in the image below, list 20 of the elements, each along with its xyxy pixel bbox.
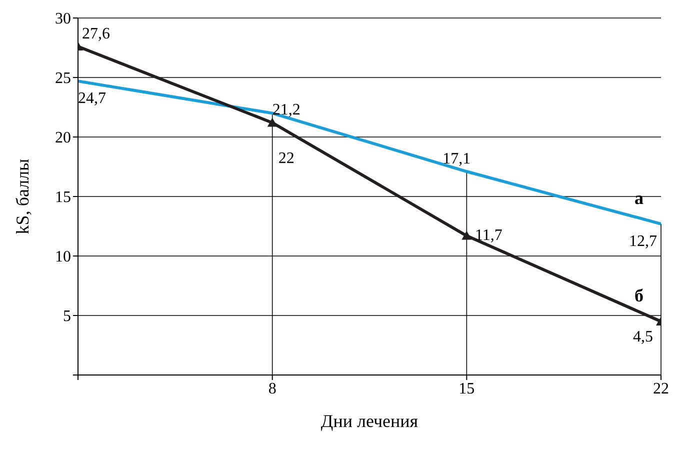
data-label: 27,6 (82, 26, 110, 43)
data-label: 22 (278, 150, 294, 168)
y-tick-label: 15 (55, 189, 71, 206)
x-axis-title: Дни лечения (320, 411, 418, 431)
data-label: 4,5 (633, 328, 653, 346)
data-label: 24,7 (78, 90, 106, 108)
data-label: 21,2 (272, 102, 300, 119)
x-tick-label: 22 (653, 380, 669, 398)
y-tick-label: 10 (55, 248, 71, 266)
y-tick-label: 25 (55, 70, 71, 88)
x-tick-label: 8 (268, 380, 276, 398)
y-axis-title: kS, баллы (12, 158, 32, 234)
y-tick-label: 5 (63, 308, 71, 326)
series-label: б (634, 285, 644, 306)
data-label: 11,7 (474, 226, 502, 244)
y-tick-label: 20 (55, 130, 71, 147)
y-tick-label: 30 (55, 10, 71, 28)
data-label: 12,7 (629, 232, 657, 250)
data-label: 17,1 (442, 150, 471, 168)
x-tick-label: 15 (458, 380, 475, 398)
